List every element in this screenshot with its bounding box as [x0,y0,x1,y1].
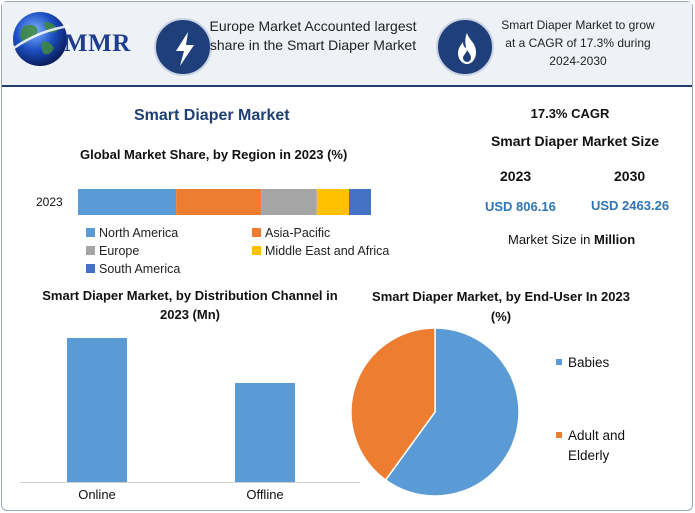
region-legend-item: Asia-Pacific [252,226,330,240]
lightning-icon [176,32,194,66]
channel-bar-offline [235,383,295,482]
legend-label: Europe [99,244,140,258]
legend-swatch [86,228,95,237]
region-legend-item: North America [86,226,178,240]
flame-badge [436,18,494,76]
region-chart-title: Global Market Share, by Region in 2023 (… [80,147,348,162]
market-size-unit: Market Size in Million [508,232,635,247]
region-segment-asia-pacific [176,189,262,215]
channel-tick-offline: Offline [246,487,284,502]
channel-chart-title: Smart Diaper Market, by Distribution Cha… [42,288,338,322]
page-title: Smart Diaper Market [134,107,290,124]
legend-swatch [252,246,261,255]
market-size-title: Smart Diaper Market Size [490,133,660,149]
legend-swatch [252,228,261,237]
region-segment-south-america [349,189,371,215]
pie-slice-adult-and-elderly [350,327,436,482]
year-2023-label: 2023 [500,168,532,184]
region-legend-item: Europe [86,244,139,258]
legend-label: South America [99,262,181,276]
flame-icon [458,33,476,64]
region-category-label: 2023 [36,195,63,209]
enduser-pie-chart [350,327,520,497]
region-segment-europe [261,189,317,215]
channel-tick-online: Online [78,487,116,502]
pie-slice-babies [384,327,520,497]
europe-share-text: Europe Market Accounted largest share in… [209,18,417,53]
channel-bar-online [67,338,127,482]
legend-swatch-babies [556,359,562,365]
channel-bar-chart [20,338,360,483]
header-band [2,2,692,87]
logo-text: MMR [64,30,131,57]
legend-label: Middle East and Africa [265,244,390,258]
cagr-label: 17.3% CAGR [530,106,610,121]
region-legend-item: Middle East and Africa [252,244,389,258]
region-legend-item: South America [86,262,180,276]
legend-swatch [86,264,95,273]
legend-swatch-adult [556,432,562,438]
region-segment-north-america [78,189,177,215]
globe-logo-icon [13,12,71,66]
value-2030: USD 2463.26 [591,198,670,213]
year-2030-label: 2030 [614,168,646,184]
legend-label: North America [99,226,179,240]
region-segment-middle-east-and-africa [316,189,350,215]
legend-label: Asia-Pacific [265,226,331,240]
legend-swatch [86,246,95,255]
value-2023: USD 806.16 [485,199,556,214]
region-legend: North America Asia-Pacific Europe Middle Ea… [86,226,406,282]
lightning-badge [154,18,212,76]
legend-label-babies: Babies [568,355,610,370]
unit-prefix: Market Size in [508,232,594,247]
unit-bold: Million [593,232,636,247]
region-stacked-bar [78,189,371,215]
enduser-chart-title: Smart Diaper Market, by End-User In 2023… [372,289,630,324]
legend-label-adult: Adult and Elderly [568,428,626,463]
growth-cagr-text: Smart Diaper Market to grow at a CAGR of… [501,18,655,68]
